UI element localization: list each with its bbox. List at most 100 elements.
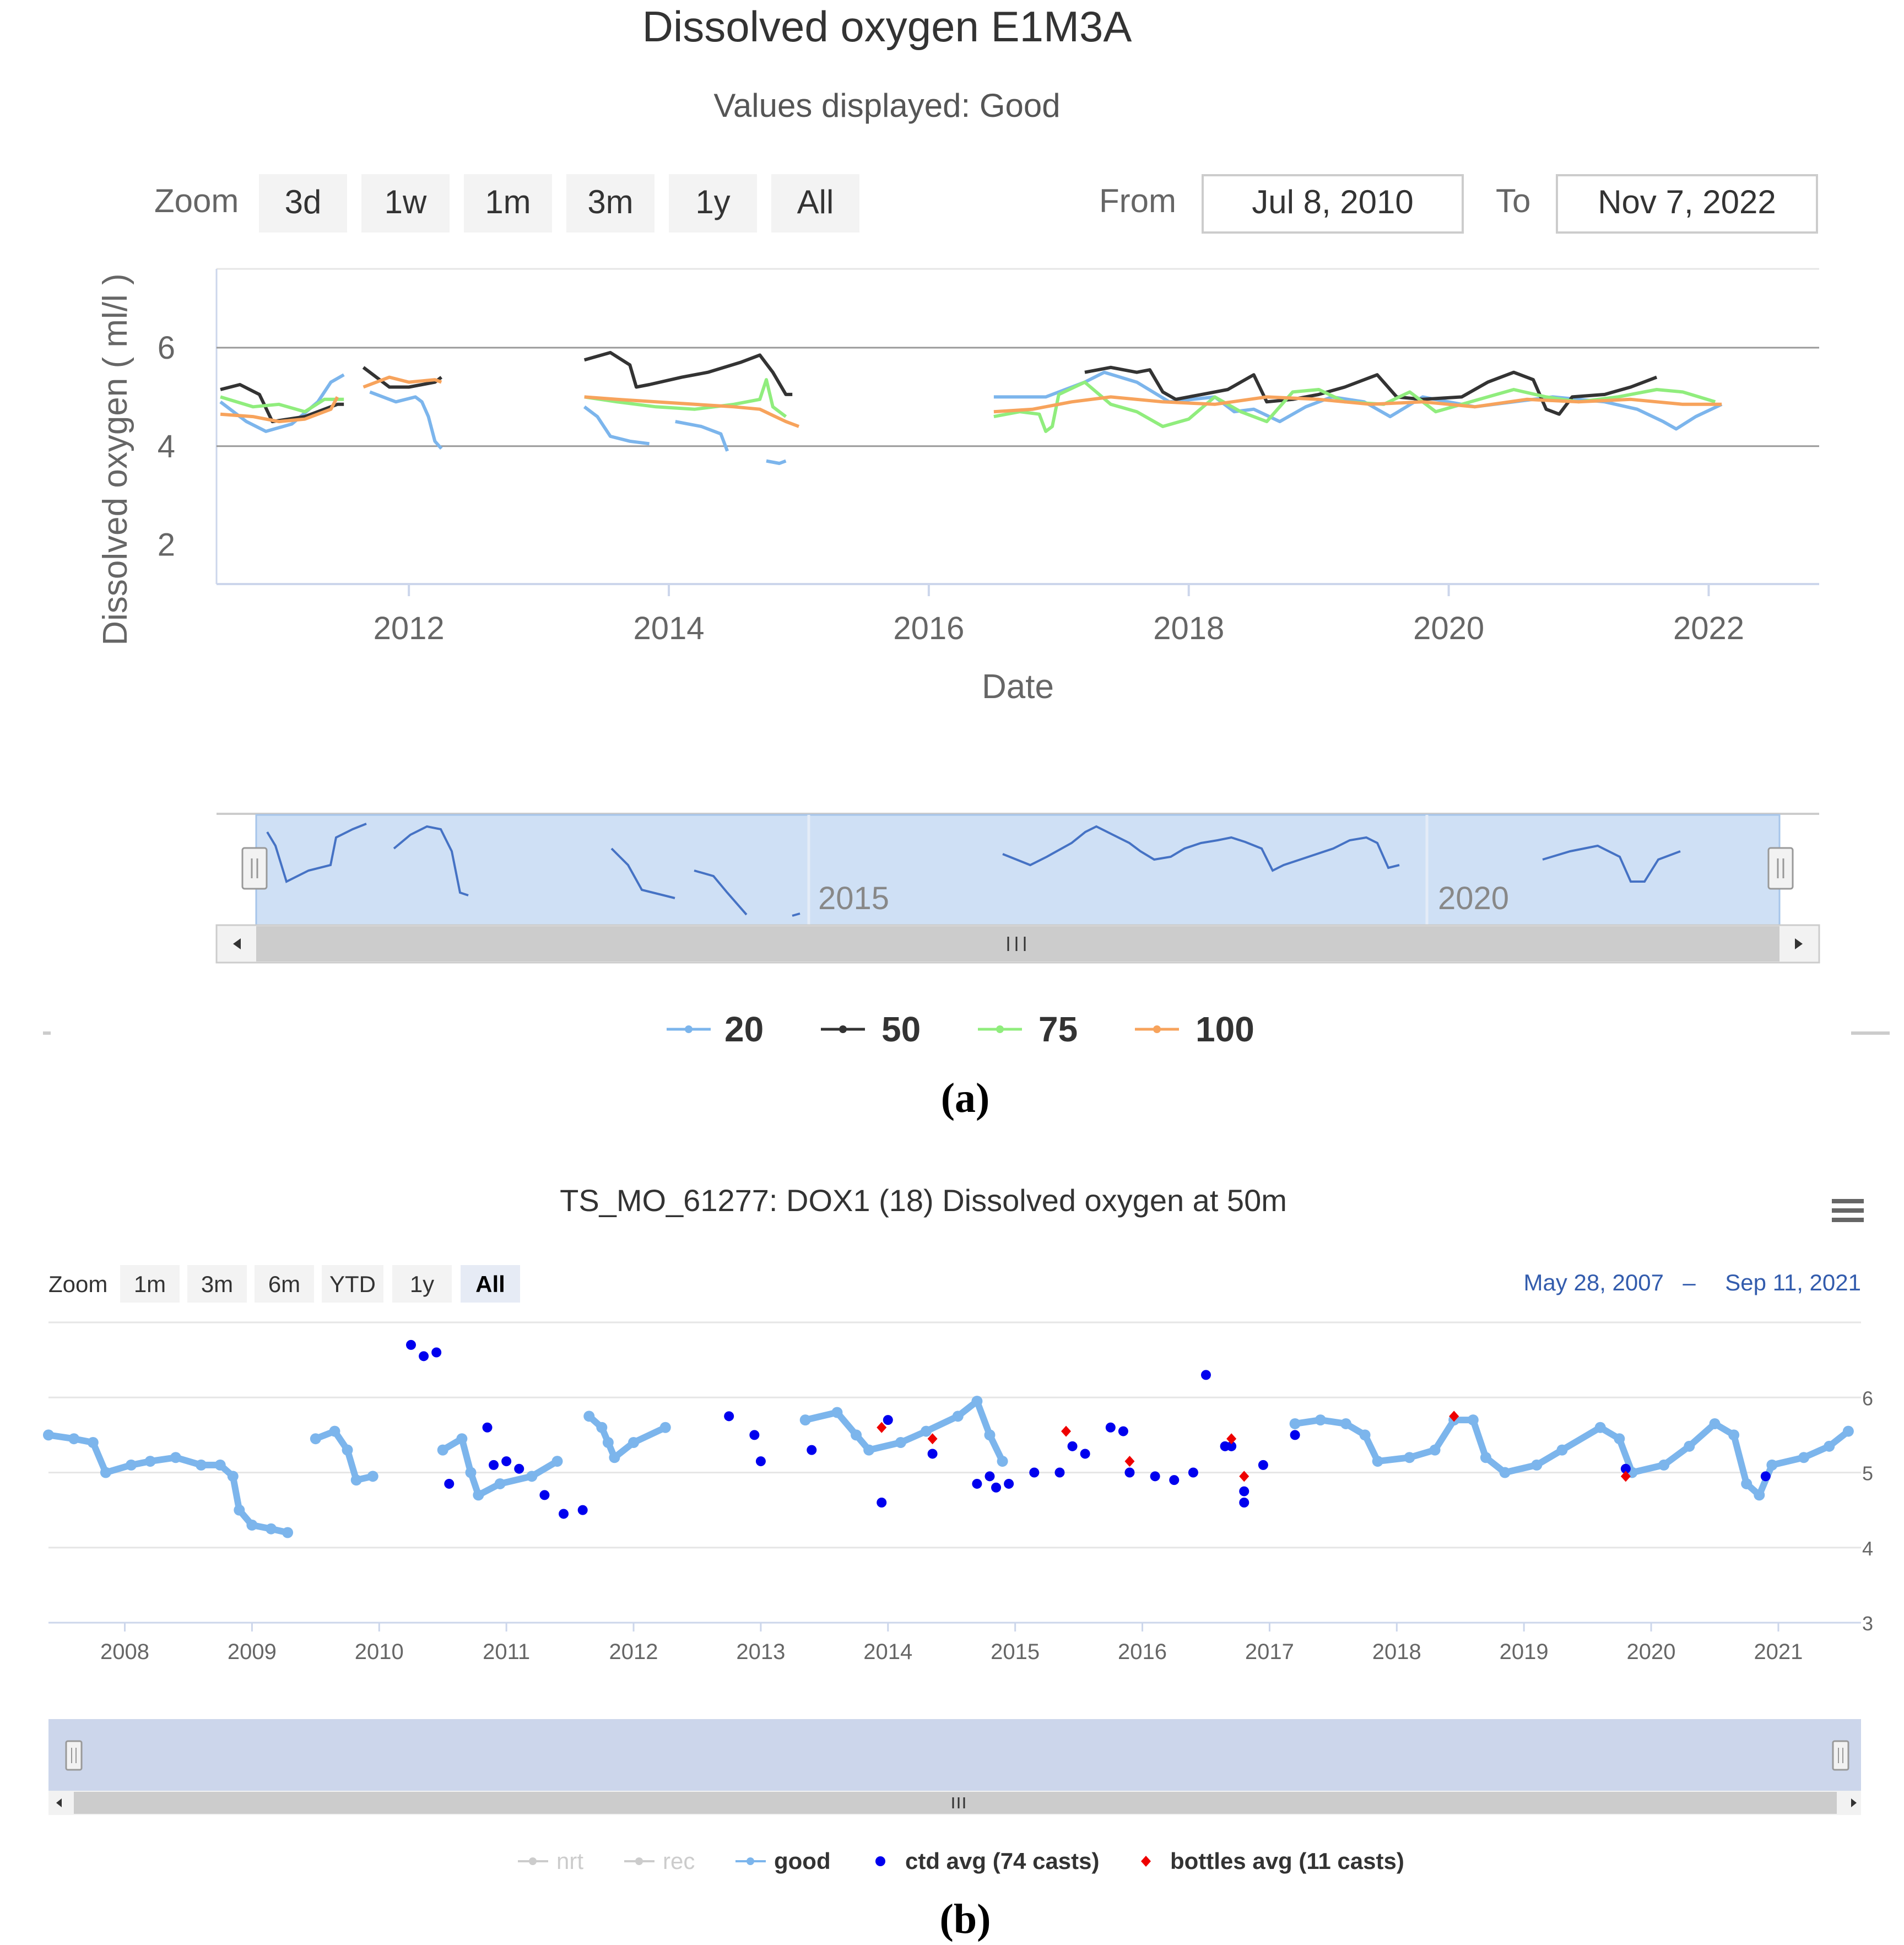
ctd-avg-point xyxy=(431,1347,442,1358)
series-good xyxy=(43,1396,1854,1538)
good-point xyxy=(126,1459,137,1471)
legend-label-good: good xyxy=(774,1848,831,1874)
panel-a-zoom-3d-button[interactable]: 3d xyxy=(259,174,347,233)
panel-a-to-input[interactable]: Nov 7, 2022 xyxy=(1556,174,1818,234)
bottle-avg-point xyxy=(1239,1471,1250,1482)
ctd-avg-point xyxy=(489,1460,499,1470)
series-50-line xyxy=(1084,365,1658,416)
good-point xyxy=(1728,1429,1740,1441)
legend-label-100: 100 xyxy=(1196,1009,1254,1049)
x-tick-label: 2021 xyxy=(1754,1640,1803,1664)
bottle-avg-point xyxy=(1620,1471,1631,1482)
panel-b-zoom-1y-button[interactable]: 1y xyxy=(392,1265,452,1303)
scroll-b-left-arrow-icon[interactable] xyxy=(56,1798,62,1807)
panel-a-navigator[interactable]: 2015 2020 xyxy=(215,813,1820,964)
good-point xyxy=(1754,1489,1765,1501)
legend-item-nrt[interactable]: nrt xyxy=(518,1848,583,1874)
zoom-1y-label: 1y xyxy=(695,183,730,220)
panel-b-navigator[interactable] xyxy=(48,1719,1861,1815)
legend-item-ctd-avg[interactable]: ctd avg (74 casts) xyxy=(875,1848,1100,1874)
series-bottles xyxy=(877,1411,1631,1482)
navigator-scrollbar[interactable] xyxy=(215,924,1820,964)
navigator-handle-right[interactable] xyxy=(1767,847,1794,890)
ctd-avg-point xyxy=(1067,1441,1078,1451)
good-point xyxy=(342,1444,353,1456)
legend-item-rec[interactable]: rec xyxy=(624,1848,695,1874)
good-point xyxy=(1404,1452,1415,1463)
good-point xyxy=(310,1433,321,1445)
y-tick-label: 5 xyxy=(1862,1462,1873,1485)
x-tick-label: 2017 xyxy=(1245,1640,1294,1664)
x-tick-label: 2016 xyxy=(1118,1640,1167,1664)
panel-a-zoom-3m-button[interactable]: 3m xyxy=(566,174,654,233)
panel-b-zoom-1m-button[interactable]: 1m xyxy=(120,1265,180,1303)
scroll-left-arrow-icon[interactable] xyxy=(233,938,241,949)
navigator-b-handle-right[interactable] xyxy=(1832,1740,1849,1771)
panel-a-zoom-all-button[interactable]: All xyxy=(771,174,859,233)
ctd-avg-point xyxy=(1105,1422,1116,1433)
panel-b-zoom-6m-button[interactable]: 6m xyxy=(255,1265,314,1303)
scrollbar-b-thumb[interactable] xyxy=(74,1792,1837,1814)
navigator-handle-left[interactable] xyxy=(241,847,268,890)
context-menu-icon[interactable] xyxy=(1832,1199,1864,1222)
navigator-selection[interactable] xyxy=(255,814,1781,926)
panel-b-range-to[interactable]: Sep 11, 2021 xyxy=(1725,1269,1861,1295)
ctd-avg-point xyxy=(724,1411,734,1422)
good-point xyxy=(282,1527,294,1538)
panel-b-range-from[interactable]: May 28, 2007 xyxy=(1523,1269,1664,1295)
ctd-avg-point xyxy=(985,1471,995,1482)
y-tick-label: 6 xyxy=(158,330,175,366)
good-point xyxy=(1359,1429,1371,1441)
good-point xyxy=(1842,1425,1854,1437)
panel-b-plot-area: 6 5 4 3 2008 2009 2010 2011 2012 2013 2014 2015 2016… xyxy=(43,1321,1873,1664)
good-point xyxy=(1429,1444,1441,1456)
panel-a-zoom-1w-button[interactable]: 1w xyxy=(361,174,450,233)
scrollbar-thumb[interactable] xyxy=(256,926,1779,961)
panel-b-zoom-all-button[interactable]: All xyxy=(461,1265,520,1303)
bottle-avg-point xyxy=(927,1433,938,1445)
b-zoom-3m-label: 3m xyxy=(201,1271,233,1297)
good-point xyxy=(494,1478,506,1489)
good-point xyxy=(68,1433,80,1445)
x-tick-label: 2015 xyxy=(991,1640,1040,1664)
scroll-right-arrow-icon[interactable] xyxy=(1795,938,1803,949)
y-tick-label: 3 xyxy=(1862,1612,1873,1635)
good-point xyxy=(1594,1422,1606,1433)
panel-a-zoom-1m-button[interactable]: 1m xyxy=(464,174,552,233)
navigator-b-handle-left[interactable] xyxy=(65,1740,83,1771)
panel-a-from-label: From xyxy=(1099,182,1176,219)
good-point xyxy=(1289,1418,1301,1429)
ctd-avg-point xyxy=(1200,1370,1211,1380)
bottle-avg-point xyxy=(1124,1456,1135,1467)
legend-item-100[interactable]: 100 xyxy=(1135,1009,1254,1049)
good-point xyxy=(596,1422,608,1433)
legend-item-20[interactable]: 20 xyxy=(667,1009,764,1049)
panel-b-zoom-ytd-button[interactable]: YTD xyxy=(322,1265,383,1303)
ctd-avg-point xyxy=(1118,1426,1128,1436)
navigator-b-selection[interactable] xyxy=(48,1719,1861,1791)
legend-item-bottles-avg[interactable]: bottles avg (11 casts) xyxy=(1141,1848,1404,1874)
legend-item-75[interactable]: 75 xyxy=(978,1009,1078,1049)
panel-b-range-dash: – xyxy=(1683,1269,1696,1295)
navigator-b-scrollbar[interactable] xyxy=(48,1791,1861,1815)
panel-a-from-input[interactable]: Jul 8, 2010 xyxy=(1202,174,1464,234)
panel-b-zoom-3m-button[interactable]: 3m xyxy=(187,1265,247,1303)
panel-b-title: TS_MO_61277: DOX1 (18) Dissolved oxygen … xyxy=(560,1183,1287,1218)
good-point xyxy=(1531,1459,1543,1471)
ctd-avg-point xyxy=(1239,1486,1250,1496)
ctd-avg-point xyxy=(927,1449,938,1459)
x-tick-label: 2009 xyxy=(228,1640,277,1664)
series-ctd xyxy=(406,1339,1771,1519)
good-point xyxy=(1372,1456,1383,1467)
series-20-line xyxy=(369,390,443,450)
good-point xyxy=(971,1396,983,1407)
good-point xyxy=(1480,1452,1491,1463)
zoom-1w-label: 1w xyxy=(385,183,427,220)
panel-a-title: Dissolved oxygen E1M3A xyxy=(642,2,1132,51)
legend-label-bottles-avg: bottles avg (11 casts) xyxy=(1170,1848,1404,1874)
bottle-avg-point xyxy=(877,1422,887,1433)
panel-a-zoom-1y-button[interactable]: 1y xyxy=(669,174,757,233)
scroll-b-right-arrow-icon[interactable] xyxy=(1851,1798,1857,1807)
legend-item-good[interactable]: good xyxy=(735,1848,831,1874)
legend-item-50[interactable]: 50 xyxy=(821,1009,921,1049)
